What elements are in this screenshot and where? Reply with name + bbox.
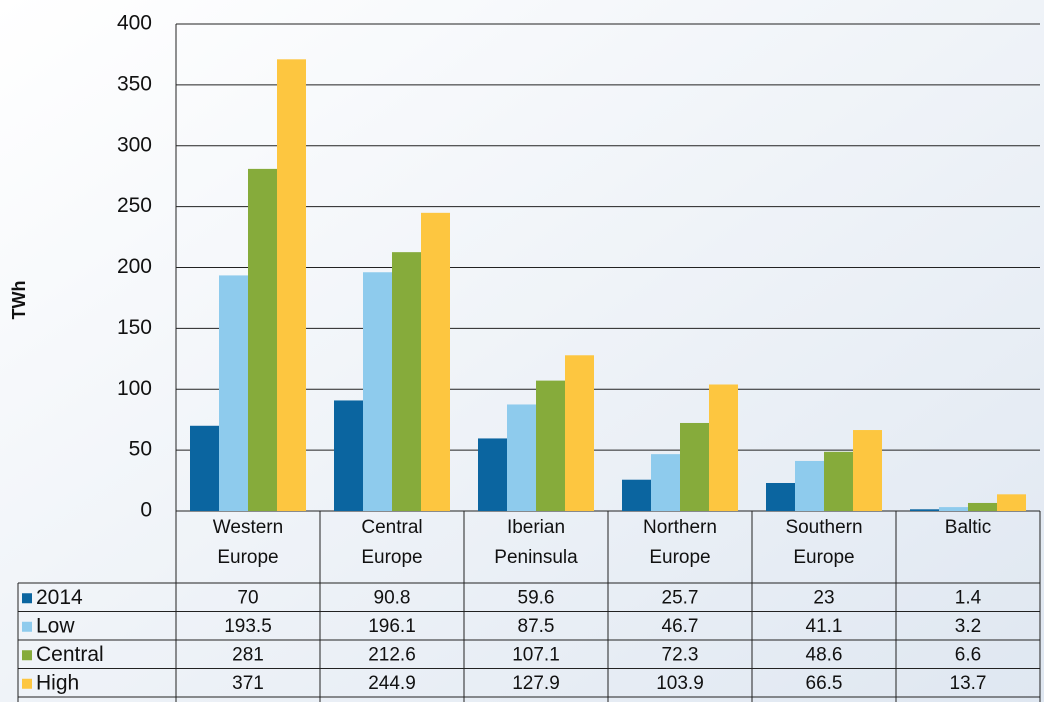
table-value: 281 <box>232 644 264 665</box>
y-tick-label: 0 <box>140 499 152 522</box>
legend-swatch <box>22 593 32 604</box>
y-tick-label: 250 <box>117 194 152 217</box>
table-value: 70 <box>237 587 258 608</box>
table-value: 23 <box>813 587 834 608</box>
y-tick-label: 400 <box>117 12 152 35</box>
table-value: 196.1 <box>368 616 416 637</box>
table-value: 41.1 <box>806 616 843 637</box>
table-value: 193.5 <box>224 616 272 637</box>
table-value: 212.6 <box>368 644 416 665</box>
table-value: 371 <box>232 673 264 694</box>
table-value: 72.3 <box>662 644 699 665</box>
bar <box>680 422 709 511</box>
x-tick-label: Iberian Peninsula <box>494 517 578 568</box>
bar <box>565 355 594 511</box>
table-value: 90.8 <box>374 587 411 608</box>
bar <box>478 438 507 511</box>
bar <box>824 451 853 511</box>
table-value: 48.6 <box>806 644 843 665</box>
x-tick-label: Western Europe <box>213 517 283 568</box>
x-tick-label: Central Europe <box>361 517 422 568</box>
table-value: 59.6 <box>518 587 555 608</box>
bar <box>997 494 1026 511</box>
y-tick-label: 200 <box>117 255 152 278</box>
bar <box>507 404 536 511</box>
x-tick-label: Northern Europe <box>643 517 717 568</box>
bar <box>766 482 795 511</box>
bar <box>853 430 882 511</box>
legend-label: 2014 <box>36 586 83 609</box>
bar <box>709 384 738 511</box>
y-tick-label: 350 <box>117 72 152 95</box>
legend-label: Central <box>36 643 104 666</box>
bar <box>795 460 824 511</box>
bar <box>248 168 277 511</box>
table-value: 107.1 <box>512 644 560 665</box>
bar <box>277 59 306 512</box>
bar <box>421 212 450 512</box>
legend-swatch <box>22 621 32 632</box>
bar <box>622 479 651 511</box>
table-value: 103.9 <box>656 673 704 694</box>
y-tick-label: 300 <box>117 133 152 156</box>
bar <box>190 425 219 511</box>
legend-label: Low <box>36 614 75 637</box>
y-tick-label: 50 <box>129 438 152 461</box>
table-value: 66.5 <box>806 673 843 694</box>
table-value: 46.7 <box>662 616 699 637</box>
bar <box>910 509 939 511</box>
bar <box>536 380 565 511</box>
y-tick-label: 100 <box>117 377 152 400</box>
table-value: 13.7 <box>950 673 987 694</box>
y-axis-label: TWh <box>9 281 29 320</box>
x-tick-label: Baltic <box>945 517 991 538</box>
table-value: 244.9 <box>368 673 416 694</box>
bar <box>219 275 248 511</box>
table-value: 3.2 <box>955 616 981 637</box>
bar <box>939 507 968 511</box>
bar <box>651 454 680 511</box>
bar <box>392 252 421 512</box>
bar <box>334 400 363 511</box>
table-value: 127.9 <box>512 673 560 694</box>
table-value: 6.6 <box>955 644 981 665</box>
y-tick-label: 150 <box>117 316 152 339</box>
bar <box>968 502 997 511</box>
table-value: 1.4 <box>955 587 982 608</box>
legend-swatch <box>22 678 32 689</box>
legend-label: High <box>36 671 79 694</box>
table-value: 87.5 <box>518 616 555 637</box>
table-value: 25.7 <box>662 587 699 608</box>
x-tick-label: Southern Europe <box>785 517 862 568</box>
bar <box>363 272 392 511</box>
legend-swatch <box>22 650 32 661</box>
